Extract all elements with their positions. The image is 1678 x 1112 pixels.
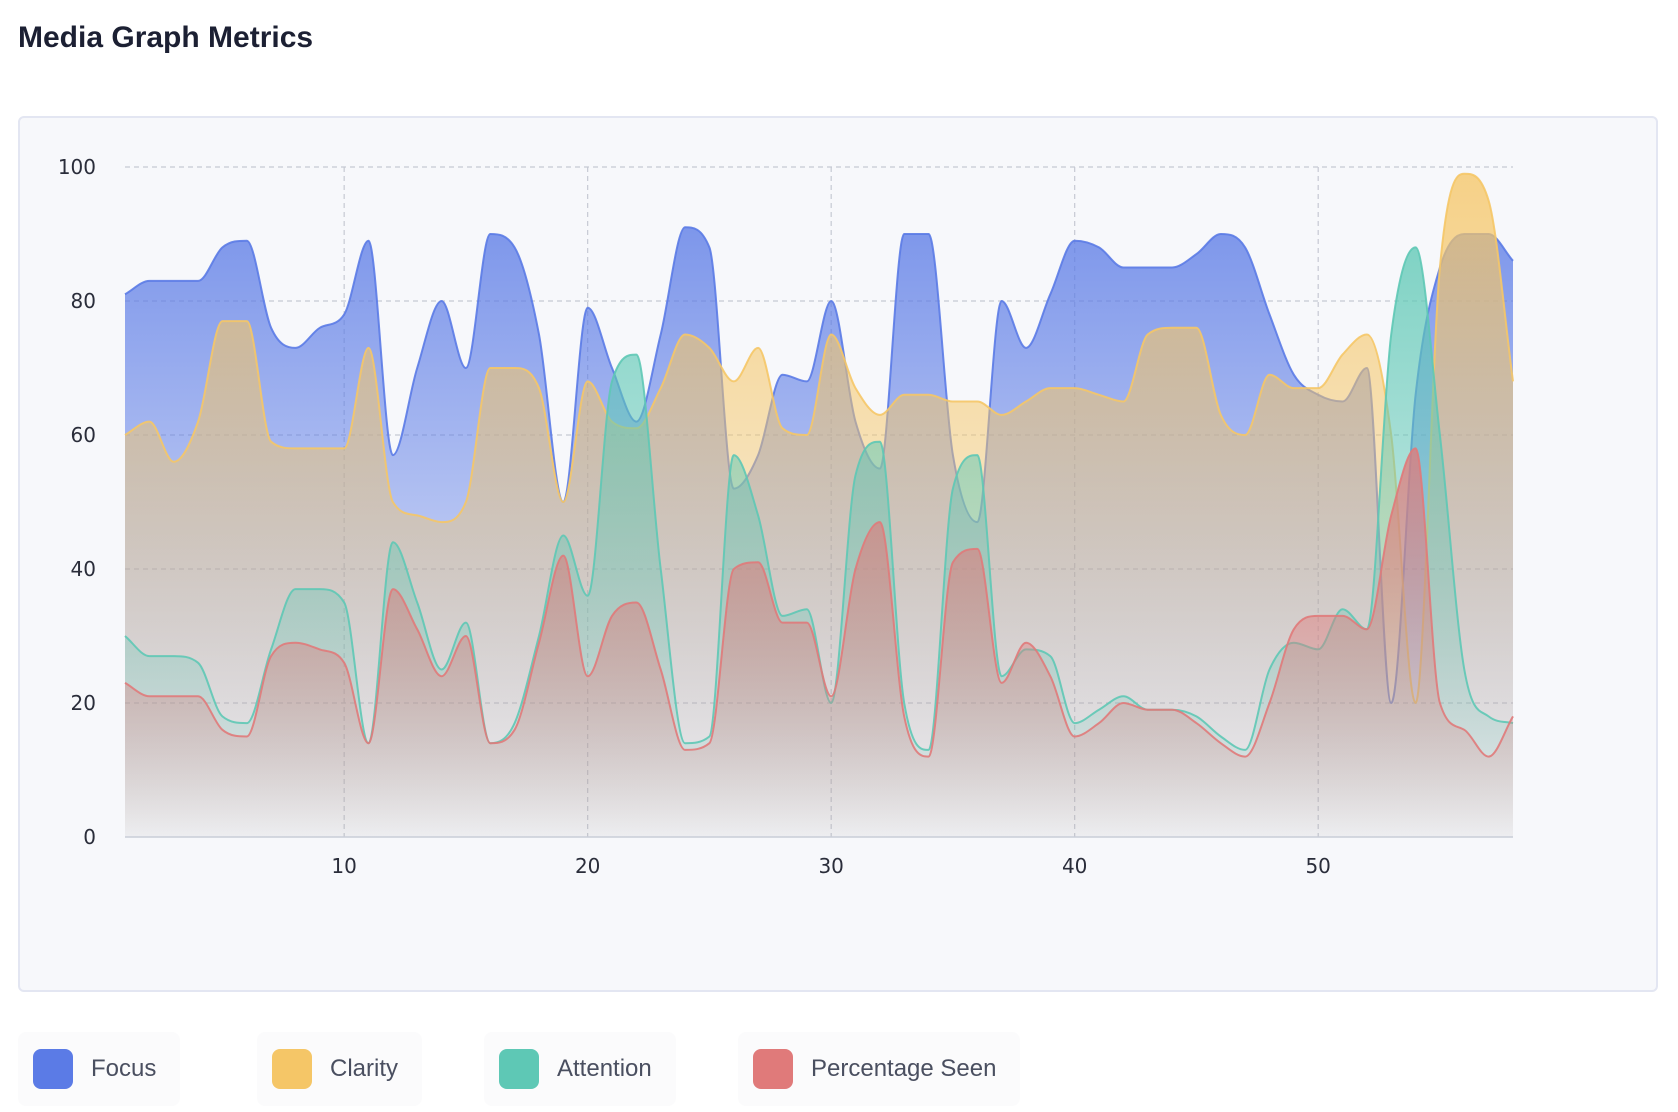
legend-item-percentage-seen[interactable]: Percentage Seen xyxy=(738,1032,1021,1106)
area-chart: 0 20 40 60 80 100 10 20 30 40 50 xyxy=(58,155,1514,878)
line-focus xyxy=(124,226,1514,705)
y-tick-label-0: 0 xyxy=(83,825,96,849)
legend-item-clarity[interactable]: Clarity xyxy=(257,1032,423,1106)
percentage-seen-swatch-icon xyxy=(753,1049,793,1089)
x-tick-label-50: 50 xyxy=(1305,854,1330,878)
y-tick-label-80: 80 xyxy=(71,289,96,313)
y-tick-label-20: 20 xyxy=(71,691,96,715)
x-tick-label-10: 10 xyxy=(331,854,356,878)
attention-swatch-icon xyxy=(499,1049,539,1089)
line-percentage-seen xyxy=(124,447,1514,758)
y-tick-label-60: 60 xyxy=(71,423,96,447)
area-percentage-seen xyxy=(125,448,1513,837)
page-title: Media Graph Metrics xyxy=(18,21,314,54)
legend: Focus Clarity Attention Percentage Seen xyxy=(18,1032,1118,1106)
clarity-swatch-icon xyxy=(272,1049,312,1089)
focus-swatch-icon xyxy=(33,1049,73,1089)
legend-label-percentage-seen: Percentage Seen xyxy=(811,1055,997,1082)
legend-item-attention[interactable]: Attention xyxy=(484,1032,676,1106)
line-clarity xyxy=(124,172,1514,705)
series-percentage-seen xyxy=(124,447,1514,837)
legend-label-clarity: Clarity xyxy=(330,1055,399,1082)
chart-card: 0 20 40 60 80 100 10 20 30 40 50 xyxy=(18,116,1658,992)
x-tick-label-30: 30 xyxy=(818,854,843,878)
legend-item-focus[interactable]: Focus xyxy=(18,1032,181,1106)
legend-label-attention: Attention xyxy=(557,1055,652,1082)
x-tick-label-20: 20 xyxy=(575,854,600,878)
legend-label-focus: Focus xyxy=(91,1055,157,1082)
x-tick-label-40: 40 xyxy=(1062,854,1087,878)
y-tick-label-40: 40 xyxy=(71,557,96,581)
y-tick-label-100: 100 xyxy=(58,155,96,179)
